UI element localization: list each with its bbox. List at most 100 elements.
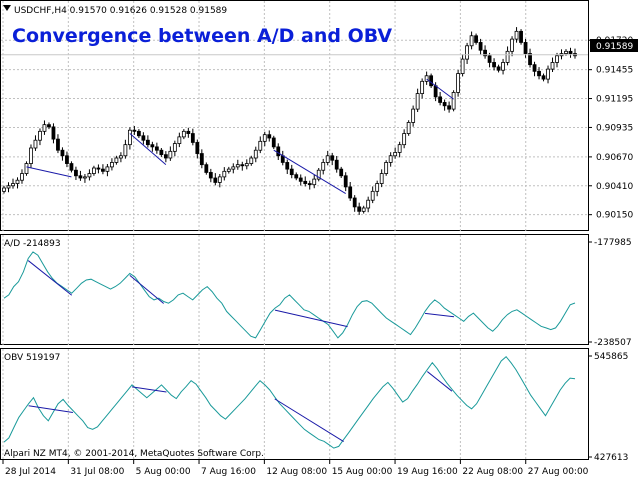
ad-indicator-label: A/D -214893: [4, 239, 61, 249]
annotation-title: Convergence between A/D and OBV: [12, 25, 392, 47]
x-tick-label: 12 Aug 08:00: [266, 467, 327, 477]
indicator-trendline: [424, 312, 455, 318]
candle-body: [294, 174, 299, 179]
candle-body: [330, 155, 335, 161]
x-tick-label: 5 Aug 00:00: [136, 467, 191, 477]
candle-body: [429, 75, 434, 87]
candle-body: [231, 166, 236, 170]
y-tick-label: 0.91195: [596, 95, 633, 105]
candle-body: [87, 173, 92, 178]
candle-body: [555, 55, 559, 63]
candle-body: [204, 164, 209, 173]
candle-body: [15, 179, 20, 184]
candle-body: [181, 130, 186, 138]
candle-body: [136, 130, 141, 137]
candle-body: [226, 168, 231, 172]
price-trendline: [129, 133, 167, 166]
candle-body: [168, 150, 173, 159]
candle-body: [406, 122, 411, 134]
candle-body: [132, 129, 137, 132]
candle-body: [325, 155, 330, 163]
candle-body: [177, 136, 182, 144]
obv-panel-frame: [0, 348, 589, 460]
candle-body: [348, 186, 353, 199]
candle-body: [60, 149, 65, 157]
indicator-trendline: [129, 275, 165, 304]
candle-body: [474, 35, 478, 43]
y-tick-label: -177985: [594, 238, 632, 248]
candle-body: [478, 42, 483, 51]
candle-body: [447, 105, 452, 110]
candle-body: [2, 187, 6, 192]
candle-body: [307, 183, 312, 186]
candle-body: [249, 157, 254, 164]
candle-body: [78, 175, 83, 179]
candle-body: [276, 146, 281, 157]
candle-body: [505, 50, 510, 63]
x-tick-label: 28 Jul 2014: [5, 467, 56, 477]
candle-body: [384, 162, 389, 174]
candle-body: [235, 164, 240, 168]
candle-body: [24, 163, 29, 174]
candle-body: [141, 135, 146, 141]
candle-body: [316, 169, 321, 180]
candle-body: [379, 173, 384, 184]
candle-body: [159, 149, 164, 156]
candle-body: [550, 62, 555, 70]
x-tick-label: 31 Jul 08:00: [70, 467, 124, 477]
candle-body: [150, 144, 155, 148]
candle-body: [114, 157, 119, 163]
price-trendline: [273, 149, 346, 194]
candle-body: [56, 138, 60, 151]
candle-body: [92, 167, 96, 174]
candle-body: [523, 42, 528, 54]
candle-body: [222, 170, 227, 178]
indicator-trendline: [27, 260, 73, 296]
indicator-trendline: [28, 405, 73, 414]
candle-body: [208, 172, 213, 179]
candle-body: [118, 155, 123, 159]
candle-body: [420, 80, 425, 94]
candle-body: [213, 177, 218, 183]
candle-body: [568, 50, 573, 54]
x-tick-label: 19 Aug 16:00: [397, 467, 458, 477]
candle-body: [289, 168, 294, 176]
candle-body: [190, 133, 195, 143]
candle-body: [402, 133, 407, 146]
candle-body: [451, 92, 456, 110]
candle-body: [33, 139, 38, 149]
candle-body: [298, 177, 303, 182]
candle-body: [262, 134, 267, 142]
candle-body: [388, 155, 393, 163]
candle-body: [145, 139, 150, 146]
x-tick-label: 27 Aug 00:00: [528, 467, 589, 477]
y-tick-label: 0.90670: [596, 153, 633, 163]
candle-body: [47, 124, 51, 128]
y-tick-label: 0.91455: [596, 66, 633, 76]
candle-body: [258, 140, 263, 151]
candle-body: [528, 53, 532, 66]
candle-body: [271, 137, 276, 148]
candle-body: [217, 176, 222, 183]
candle-body: [352, 197, 357, 208]
candle-body: [105, 166, 110, 172]
candle-body: [127, 129, 132, 146]
candle-body: [366, 199, 371, 209]
divergence-trendlines: [26, 78, 454, 194]
candle-body: [163, 154, 168, 159]
ad-line: [3, 251, 576, 339]
candle-body: [532, 64, 537, 72]
ad-panel-frame: [0, 234, 589, 345]
obv-indicator-label: OBV 519197: [4, 353, 60, 363]
collapse-triangle-icon[interactable]: [3, 5, 11, 11]
candle-body: [370, 190, 375, 201]
indicator-trendline: [274, 309, 348, 328]
indicator-trendline: [427, 371, 453, 392]
candle-body: [321, 162, 326, 171]
candle-body: [469, 35, 474, 47]
candle-body: [460, 58, 465, 74]
candle-body: [51, 126, 56, 140]
candle-body: [339, 168, 344, 177]
x-tick-label: 7 Aug 16:00: [201, 467, 256, 477]
